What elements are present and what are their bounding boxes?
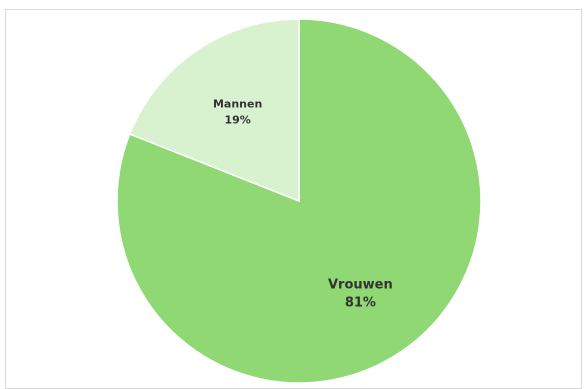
slice-name-label: Mannen — [213, 98, 262, 111]
pie-slices — [116, 18, 482, 384]
slice-value-label: 81% — [345, 295, 376, 310]
pie-labels: Vrouwen 81% Mannen 19% — [213, 98, 393, 311]
pie-slice-vrouwen — [116, 18, 482, 384]
slice-value-label: 19% — [224, 114, 250, 127]
pie-slice-mannen — [128, 18, 300, 203]
slice-name-label: Vrouwen — [328, 277, 393, 292]
